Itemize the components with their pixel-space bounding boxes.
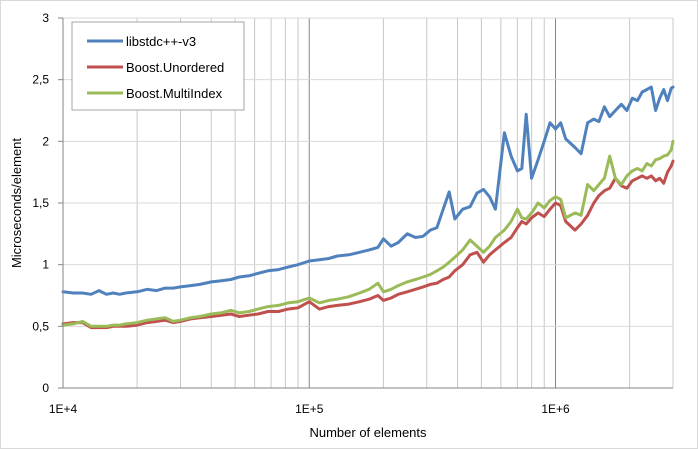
x-tick-labels: 1E+4 1E+5 1E+6: [49, 402, 570, 416]
x-axis-title: Number of elements: [309, 425, 427, 440]
legend: libstdc++-v3 Boost.Unordered Boost.MultiIn…: [71, 21, 245, 111]
y-tick-label: 1,5: [32, 196, 49, 210]
legend-label: Boost.MultiIndex: [126, 86, 223, 101]
y-tick-label: 2,5: [32, 73, 49, 87]
axes: [58, 17, 673, 389]
y-tick-label: 1: [42, 258, 49, 272]
x-tick-label: 1E+6: [541, 402, 570, 416]
legend-label: Boost.Unordered: [126, 60, 224, 75]
legend-label: libstdc++-v3: [126, 34, 196, 49]
x-tick-label: 1E+4: [49, 402, 78, 416]
y-tick-label: 0: [42, 381, 49, 395]
series-line-1: [61, 85, 675, 296]
y-tick-labels: 0 0,5 1 1,5 2 2,5 3: [32, 11, 49, 395]
y-tick-label: 2: [42, 134, 49, 148]
y-tick-label: 3: [42, 11, 49, 25]
series-line-3: [61, 139, 675, 328]
y-tick-label: 0,5: [32, 319, 49, 333]
y-axis-title: Microseconds/element: [9, 138, 24, 268]
series-line-2: [61, 159, 675, 330]
series-lines: [61, 85, 675, 330]
x-tick-label: 1E+5: [295, 402, 324, 416]
